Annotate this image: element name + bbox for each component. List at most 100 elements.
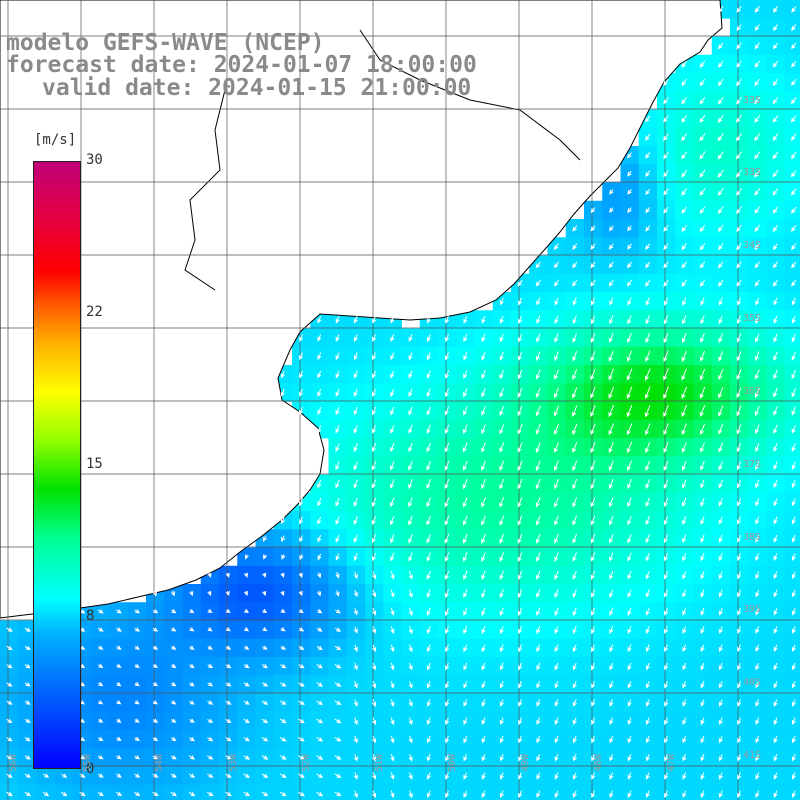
- wind-arrow: [645, 279, 651, 287]
- wind-arrow: [317, 425, 322, 434]
- wind-arrow: [115, 791, 123, 797]
- wind-arrow: [699, 96, 706, 105]
- wind-arrow: [207, 645, 213, 650]
- wind-arrow: [791, 662, 796, 671]
- wind-arrow: [481, 388, 486, 398]
- wind-arrow: [499, 772, 504, 780]
- wind-direction-arrows: [6, 6, 797, 799]
- wind-arrow: [189, 700, 195, 705]
- wind-arrow: [444, 515, 450, 526]
- wind-arrow: [699, 78, 706, 87]
- wind-arrow: [445, 754, 450, 762]
- wind-arrow: [664, 662, 669, 671]
- wind-arrow: [663, 350, 669, 363]
- wind-arrow: [663, 188, 669, 196]
- wind-arrow: [171, 590, 176, 597]
- wind-arrow: [773, 699, 778, 707]
- wind-arrow: [426, 717, 431, 726]
- wind-speed-cell: [18, 784, 37, 800]
- wind-arrow: [773, 790, 778, 799]
- wind-arrow: [390, 424, 395, 434]
- wind-arrow: [462, 515, 468, 526]
- wind-arrow: [700, 735, 705, 744]
- wind-arrow: [609, 735, 614, 744]
- wind-arrow: [791, 206, 797, 214]
- wind-arrow: [663, 224, 669, 232]
- country-border: [184, 29, 581, 291]
- wind-arrow: [554, 717, 559, 726]
- wind-arrow: [572, 790, 577, 799]
- wind-arrow: [681, 442, 687, 453]
- wind-arrow: [681, 404, 688, 418]
- wind-arrow: [700, 790, 705, 799]
- wind-arrow: [663, 261, 669, 269]
- wind-arrow: [791, 388, 796, 398]
- wind-arrow: [481, 735, 486, 744]
- wind-arrow: [718, 315, 723, 325]
- wind-arrow: [682, 552, 687, 562]
- wind-arrow: [572, 662, 577, 671]
- wind-arrow: [755, 333, 760, 343]
- wind-speed-cell: [346, 784, 366, 800]
- wind-arrow: [754, 387, 760, 398]
- wind-arrow: [681, 169, 688, 178]
- wind-arrow: [463, 644, 468, 653]
- wind-arrow: [134, 627, 141, 632]
- wind-arrow: [444, 352, 450, 361]
- wind-arrow: [445, 315, 450, 324]
- wind-arrow: [244, 645, 250, 650]
- wind-arrow: [389, 497, 395, 508]
- wind-arrow: [682, 681, 687, 689]
- wind-arrow: [98, 718, 104, 723]
- wind-arrow: [608, 386, 615, 399]
- wind-arrow: [445, 334, 450, 343]
- wind-arrow: [24, 755, 31, 760]
- colorbar-tick: 22: [86, 304, 103, 320]
- wind-arrow: [554, 735, 559, 744]
- wind-arrow: [390, 735, 395, 744]
- wind-arrow: [445, 681, 450, 689]
- wind-arrow: [627, 626, 632, 635]
- wind-arrow: [152, 627, 159, 632]
- wind-arrow: [773, 369, 778, 380]
- wind-arrow: [682, 315, 687, 325]
- wind-arrow: [225, 627, 231, 632]
- wind-arrow: [97, 609, 104, 614]
- wind-arrow: [390, 571, 395, 580]
- wind-arrow: [791, 772, 796, 780]
- wind-speed-cell: [401, 784, 421, 800]
- wind-arrow: [627, 243, 632, 250]
- wind-arrow: [627, 332, 632, 344]
- wind-arrow: [645, 754, 650, 762]
- wind-arrow: [281, 535, 286, 543]
- wind-arrow: [609, 589, 614, 598]
- wind-arrow: [517, 442, 523, 453]
- wind-arrow: [171, 700, 177, 705]
- model-title: modelo GEFS-WAVE (NCEP): [6, 30, 325, 56]
- wind-arrow: [791, 443, 796, 452]
- wind-arrow: [700, 315, 705, 325]
- lat-label: 37S: [743, 459, 762, 470]
- wind-arrow: [299, 535, 304, 543]
- wind-arrow: [791, 608, 796, 616]
- wind-arrow: [536, 699, 541, 707]
- wind-arrow: [188, 773, 196, 778]
- wind-arrow: [481, 533, 486, 544]
- wind-arrow: [700, 516, 705, 525]
- wind-arrow: [390, 552, 395, 562]
- wind-arrow: [755, 662, 760, 671]
- wind-arrow: [718, 6, 724, 13]
- wind-arrow: [755, 461, 760, 471]
- wind-arrow: [536, 644, 541, 653]
- wind-arrow: [445, 626, 450, 635]
- lon-label: 55W: [82, 753, 93, 772]
- wind-arrow: [335, 406, 340, 416]
- wind-arrow: [790, 151, 797, 160]
- wind-arrow: [553, 442, 559, 454]
- wind-arrow: [609, 662, 614, 671]
- wind-arrow: [736, 224, 742, 233]
- lat-label: 33S: [743, 167, 762, 178]
- wind-arrow: [353, 662, 358, 671]
- wind-arrow: [299, 370, 304, 379]
- wind-arrow: [664, 699, 669, 707]
